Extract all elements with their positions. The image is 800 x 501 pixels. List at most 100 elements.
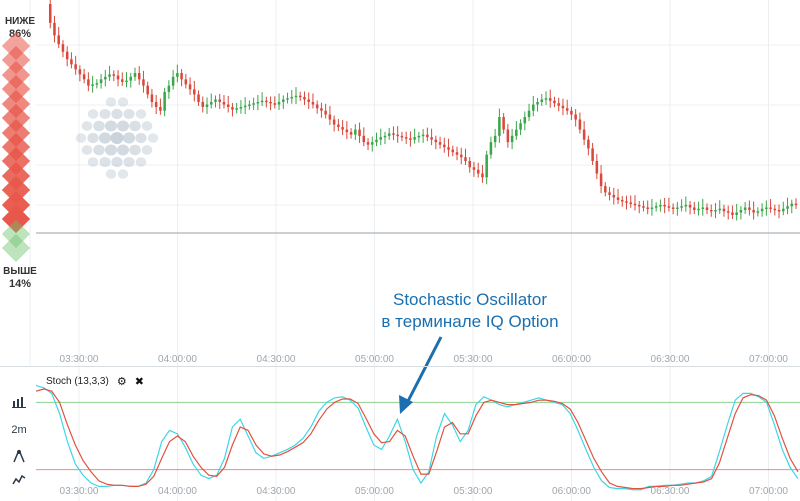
candle-bull [515,129,518,136]
candle-bear [578,119,582,130]
candle-bear [265,100,268,103]
candle-bull [790,203,794,207]
candle-bull [498,117,501,136]
candle-bear [587,139,590,149]
candle-bear [595,160,599,174]
compass-icon[interactable] [6,449,32,466]
candle-bull [99,79,103,84]
annotation-arrow-shaft [404,336,443,406]
candle-bear [324,110,327,115]
candle-bear [146,85,149,95]
candle-bull [176,73,179,77]
sentiment-sidebar: НИЖЕ 86% ВЫШЕ 14% [0,0,37,300]
globe-cell [99,156,111,168]
candle-bear [184,79,188,85]
candle-bear [269,101,272,104]
candle-bear [61,44,65,52]
annotation-line-2: в терминале IQ Option [381,312,559,331]
candle-bull [650,207,654,209]
candle-bear [341,127,344,130]
candle-bear [637,204,641,207]
candle-bull [527,110,531,118]
candle-bear [226,104,230,107]
candle-bear [599,173,603,187]
candle-bear [557,103,560,106]
candles-icon[interactable] [6,396,32,411]
time-label: 05:00:00 [355,486,394,497]
candle-bear [409,138,412,140]
globe-cell [93,144,105,156]
candle-bear [142,79,145,86]
candle-bear [777,209,781,212]
candle-bull [485,154,488,178]
globe-cell [116,120,130,132]
candle-bear [769,207,772,209]
timeframe-button[interactable]: 2m [6,424,32,436]
candle-bull [282,99,285,102]
candle-bear [773,208,777,211]
candle-bear [693,207,696,210]
candle-bear [570,110,573,115]
candle-bull [371,142,374,145]
candle-bull [714,209,717,212]
time-label: 04:30:00 [256,354,296,365]
candle-bull [256,101,260,104]
annotation-line-1: Stochastic Oscillator [393,290,547,309]
wave-icon[interactable] [6,474,32,489]
globe-cell [111,156,123,168]
up-label: ВЫШЕ [3,266,37,277]
indicator-header: Stoch (13,3,3) ⚙ ✖ [46,375,144,388]
candle-bull [354,129,357,135]
candle-bear [298,95,302,98]
candle-bear [315,104,319,109]
candle-bear [78,69,82,75]
globe-cell [81,121,93,131]
gear-icon[interactable]: ⚙ [116,376,127,388]
candle-bear [671,207,675,209]
candle-bear [731,212,734,215]
globe-cell [141,121,153,131]
globe-cell [98,132,112,144]
candle-bear [705,207,709,210]
candle-bear [548,98,552,101]
candle-bear [625,201,628,203]
candle-bear [443,144,446,148]
candle-bull [387,133,391,136]
candle-bull [684,204,688,207]
time-label: 07:00:00 [749,354,788,365]
close-icon[interactable]: ✖ [134,376,144,388]
up-percent: 14% [8,278,32,290]
candle-bear [53,22,56,36]
candle-bull [108,74,111,77]
candle-bear [476,169,480,174]
candle-bear [193,89,196,95]
candle-bear [159,106,162,111]
candle-bear [332,119,336,125]
candle-bear [366,142,370,145]
globe-cell [123,108,135,120]
candle-bull [214,99,217,102]
candle-bear [197,94,200,102]
time-label: 04:00:00 [158,486,197,497]
candle-bear [459,154,463,158]
candle-bear [722,208,726,212]
candle-bear [273,103,277,105]
candle-bear [472,167,476,170]
candle-bear [434,139,438,143]
candle-bull [739,209,743,213]
candle-bear [121,79,124,82]
candle-bull [489,142,493,155]
candle-bull [379,137,383,140]
sentiment-up: ВЫШЕ 14% [0,266,40,290]
candle-bear [642,206,645,208]
candle-bear [438,142,442,145]
candle-bull [91,84,94,86]
indicator-name: Stoch (13,3,3) [46,376,109,387]
time-label: 06:30:00 [650,486,690,497]
globe-cell [135,109,147,119]
globe-cell [99,108,111,120]
candle-bear [663,204,666,207]
